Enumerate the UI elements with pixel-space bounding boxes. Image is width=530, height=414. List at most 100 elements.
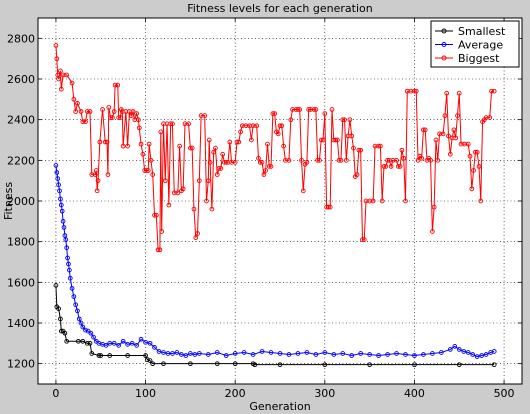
data-point-biggest <box>191 206 197 212</box>
series-line-biggest <box>55 45 495 251</box>
x-tick-label: 500 <box>494 387 515 400</box>
data-point-biggest <box>71 96 77 102</box>
data-point-biggest <box>93 168 99 173</box>
data-point-smallest <box>56 306 61 312</box>
data-point-biggest <box>399 147 405 153</box>
data-point-average <box>59 208 65 214</box>
data-point-biggest <box>361 237 367 242</box>
data-point-biggest <box>175 190 181 196</box>
data-point-biggest <box>115 82 121 88</box>
data-point-average <box>438 350 444 355</box>
data-point-biggest <box>329 107 335 112</box>
data-point-biggest <box>69 80 75 86</box>
data-point-biggest <box>473 149 478 155</box>
data-point-biggest <box>238 129 243 135</box>
data-point-biggest <box>370 198 376 204</box>
data-point-biggest <box>489 88 494 94</box>
data-point-average <box>116 343 122 348</box>
data-point-biggest <box>236 139 242 145</box>
data-point-biggest <box>347 117 353 123</box>
data-point-biggest <box>116 115 122 120</box>
data-point-average <box>54 170 60 175</box>
data-point-biggest <box>214 172 220 177</box>
data-point-biggest <box>440 131 446 137</box>
data-point-biggest <box>140 151 146 157</box>
data-point-biggest <box>378 143 383 149</box>
data-point-biggest <box>216 166 222 171</box>
data-point-biggest <box>148 157 154 163</box>
data-point-biggest <box>433 137 439 143</box>
data-point-average <box>60 218 66 224</box>
data-point-average <box>223 353 229 358</box>
data-point-average <box>447 347 453 352</box>
data-point-biggest <box>354 172 360 177</box>
y-tick-label: 2600 <box>7 73 35 86</box>
data-point-smallest <box>125 353 130 358</box>
data-point-average <box>71 294 77 299</box>
data-point-biggest <box>158 129 164 135</box>
data-point-biggest <box>84 109 90 114</box>
data-point-average <box>183 353 189 358</box>
y-tick-label: 2200 <box>7 154 35 167</box>
data-point-biggest <box>106 105 112 110</box>
data-point-biggest <box>180 186 186 192</box>
data-point-biggest <box>446 133 451 139</box>
data-point-biggest <box>80 119 86 125</box>
data-point-biggest <box>58 86 64 92</box>
legend-marker-smallest <box>441 28 447 34</box>
data-point-biggest <box>397 164 403 169</box>
data-point-biggest <box>136 125 142 131</box>
data-point-smallest <box>96 353 102 358</box>
data-point-biggest <box>322 111 328 116</box>
data-point-biggest <box>205 178 211 184</box>
ticks: 0 100 200 300 400 500 1200 1400 1600 1800 2000 2200… <box>7 18 522 400</box>
data-point-biggest <box>315 157 320 163</box>
data-point-biggest <box>220 151 225 157</box>
data-point-average <box>250 352 256 357</box>
data-point-average <box>385 352 390 357</box>
y-tick-label: 2800 <box>7 32 35 45</box>
data-point-biggest <box>170 121 175 127</box>
data-point-average <box>88 330 94 336</box>
y-tick-label: 1600 <box>7 276 35 289</box>
chart-title: Fitness levels for each generation <box>187 2 372 15</box>
data-point-biggest <box>336 157 342 163</box>
data-point-biggest <box>209 206 215 212</box>
data-point-average <box>83 327 88 333</box>
data-point-average <box>322 350 328 355</box>
data-point-biggest <box>306 107 312 112</box>
data-point-biggest <box>155 247 161 253</box>
data-point-average <box>63 237 69 242</box>
data-point-biggest <box>263 168 269 173</box>
data-point-biggest <box>431 204 437 210</box>
data-point-biggest <box>157 247 163 253</box>
data-point-smallest <box>75 338 81 344</box>
data-point-biggest <box>413 88 419 94</box>
data-point-biggest <box>299 157 304 163</box>
data-point-average <box>313 352 319 357</box>
data-point-biggest <box>150 172 156 177</box>
data-point-average <box>165 351 171 356</box>
data-point-biggest <box>227 139 233 145</box>
data-point-biggest <box>189 145 195 151</box>
data-point-biggest <box>318 137 324 143</box>
series-smallest <box>53 283 497 368</box>
data-point-smallest <box>491 362 497 368</box>
data-point-biggest <box>213 145 218 151</box>
y-tick-label: 2000 <box>7 195 35 208</box>
data-point-smallest <box>214 361 220 367</box>
data-point-biggest <box>256 155 261 161</box>
data-point-biggest <box>272 111 277 116</box>
data-point-biggest <box>356 147 362 153</box>
data-point-biggest <box>403 198 408 204</box>
data-point-biggest <box>456 90 462 96</box>
x-tick-label: 400 <box>404 387 425 400</box>
data-point-average <box>75 308 80 314</box>
data-point-smallest <box>87 340 93 346</box>
data-point-biggest <box>340 117 346 123</box>
data-point-biggest <box>254 123 260 129</box>
data-point-average <box>461 349 467 354</box>
data-point-biggest <box>145 168 151 173</box>
data-point-average <box>232 351 238 356</box>
data-point-biggest <box>100 107 105 112</box>
